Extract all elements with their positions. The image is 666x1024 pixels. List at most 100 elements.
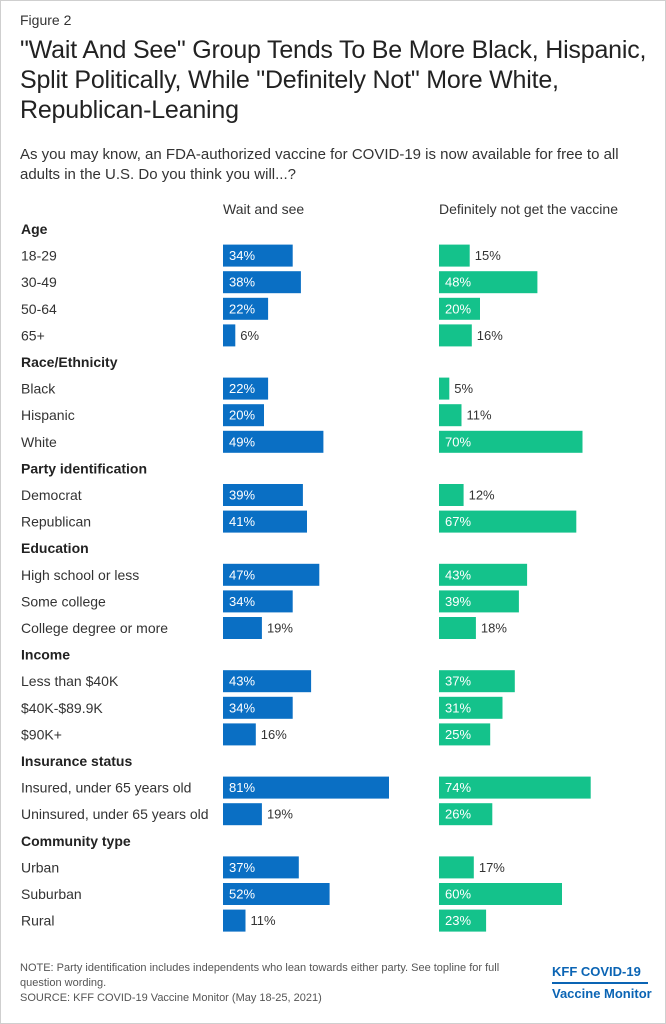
wait-and-see-bar <box>223 563 320 586</box>
definitely-not-bar <box>439 244 470 267</box>
row-label: Republican <box>21 514 91 530</box>
row-label: 50-64 <box>21 301 57 317</box>
row-label: $40K-$89.9K <box>21 700 103 716</box>
wait-and-see-bar <box>223 696 293 719</box>
definitely-not-bar <box>439 484 464 506</box>
wait-and-see-value-label: 47% <box>229 567 255 582</box>
wait-and-see-value-label: 43% <box>229 674 255 689</box>
definitely-not-bar <box>439 590 519 613</box>
group-label: Party identification <box>21 460 147 476</box>
definitely-not-bar <box>439 776 591 799</box>
wait-and-see-value-label: 41% <box>229 514 255 529</box>
row-label: 30-49 <box>21 274 57 290</box>
definitely-not-value-label: 74% <box>445 780 471 795</box>
row-label: Some college <box>21 593 106 609</box>
legend-wait-and-see: Wait and see <box>223 201 305 217</box>
wait-and-see-value-label: 20% <box>229 408 255 423</box>
wait-and-see-value-label: 34% <box>229 248 255 263</box>
definitely-not-value-label: 43% <box>445 567 471 582</box>
wait-and-see-value-label: 49% <box>229 434 255 449</box>
wait-and-see-bar <box>223 856 299 879</box>
wait-and-see-bar <box>223 510 307 533</box>
definitely-not-value-label: 31% <box>445 700 471 715</box>
row-label: College degree or more <box>21 620 168 636</box>
definitely-not-bar <box>439 803 493 826</box>
wait-and-see-value-label: 19% <box>267 807 293 822</box>
wait-and-see-value-label: 52% <box>229 887 255 902</box>
definitely-not-value-label: 17% <box>479 860 505 875</box>
row-label: $90K+ <box>21 726 62 742</box>
definitely-not-value-label: 20% <box>445 301 471 316</box>
wait-and-see-value-label: 34% <box>229 700 255 715</box>
definitely-not-value-label: 12% <box>469 488 495 503</box>
wait-and-see-bar <box>223 909 246 932</box>
row-label: Less than $40K <box>21 673 119 689</box>
definitely-not-bar <box>439 271 538 294</box>
definitely-not-value-label: 60% <box>445 887 471 902</box>
chart-title: "Wait And See" Group Tends To Be More Bl… <box>20 36 647 124</box>
wait-and-see-value-label: 39% <box>229 488 255 503</box>
row-label: Black <box>21 381 56 397</box>
wait-and-see-value-label: 22% <box>229 301 255 316</box>
definitely-not-bar <box>439 324 472 347</box>
row-label: Hispanic <box>21 407 75 423</box>
definitely-not-value-label: 39% <box>445 594 471 609</box>
logo-line-1: KFF COVID-19 <box>552 964 641 979</box>
definitely-not-bar <box>439 563 528 586</box>
definitely-not-value-label: 67% <box>445 514 471 529</box>
wait-and-see-bar <box>223 430 324 453</box>
definitely-not-value-label: 48% <box>445 275 471 290</box>
definitely-not-bar <box>439 883 562 905</box>
definitely-not-bar <box>439 856 474 879</box>
group-label: Community type <box>21 833 131 849</box>
logo-line-2: Vaccine Monitor <box>552 986 652 1001</box>
wait-and-see-bar <box>223 297 269 320</box>
definitely-not-value-label: 15% <box>475 248 501 263</box>
definitely-not-value-label: 16% <box>477 328 503 343</box>
definitely-not-bar <box>439 617 476 639</box>
definitely-not-bar <box>439 377 450 400</box>
wait-and-see-bar <box>223 590 293 613</box>
chart-subtitle: As you may know, an FDA-authorized vacci… <box>20 146 619 183</box>
wait-and-see-bar <box>223 617 262 639</box>
group-label: Education <box>21 540 89 556</box>
definitely-not-bar <box>439 909 487 932</box>
footnote: NOTE: Party identification includes inde… <box>20 961 540 1006</box>
figure-label: Figure 2 <box>20 12 72 28</box>
definitely-not-bar <box>439 297 480 320</box>
definitely-not-value-label: 25% <box>445 727 471 742</box>
row-label: Democrat <box>21 487 82 503</box>
source-text: SOURCE: KFF COVID-19 Vaccine Monitor (Ma… <box>20 992 322 1004</box>
row-label: 18-29 <box>21 248 57 264</box>
row-label: Suburban <box>21 886 82 902</box>
definitely-not-bar <box>439 670 515 693</box>
wait-and-see-bar <box>223 776 389 799</box>
definitely-not-bar <box>439 404 462 427</box>
group-label: Age <box>21 221 48 237</box>
definitely-not-value-label: 23% <box>445 913 471 928</box>
wait-and-see-value-label: 11% <box>251 913 276 928</box>
row-label: White <box>21 434 57 450</box>
row-label: Rural <box>21 913 54 929</box>
wait-and-see-bar <box>223 271 301 294</box>
wait-and-see-value-label: 34% <box>229 594 255 609</box>
wait-and-see-bar <box>223 377 269 400</box>
wait-and-see-value-label: 37% <box>229 860 255 875</box>
wait-and-see-bar <box>223 404 264 427</box>
wait-and-see-bar <box>223 484 303 506</box>
definitely-not-bar <box>439 723 491 746</box>
definitely-not-value-label: 18% <box>481 621 507 636</box>
definitely-not-bar <box>439 430 583 453</box>
definitely-not-value-label: 26% <box>445 807 471 822</box>
logo-rule <box>552 982 648 984</box>
row-label: Insured, under 65 years old <box>21 780 191 796</box>
definitely-not-value-label: 5% <box>454 381 473 396</box>
row-label: High school or less <box>21 567 139 583</box>
definitely-not-value-label: 70% <box>445 434 471 449</box>
row-label: Urban <box>21 859 59 875</box>
definitely-not-value-label: 37% <box>445 674 471 689</box>
legend-definitely-not: Definitely not get the vaccine <box>439 201 618 217</box>
wait-and-see-bar <box>223 803 262 826</box>
